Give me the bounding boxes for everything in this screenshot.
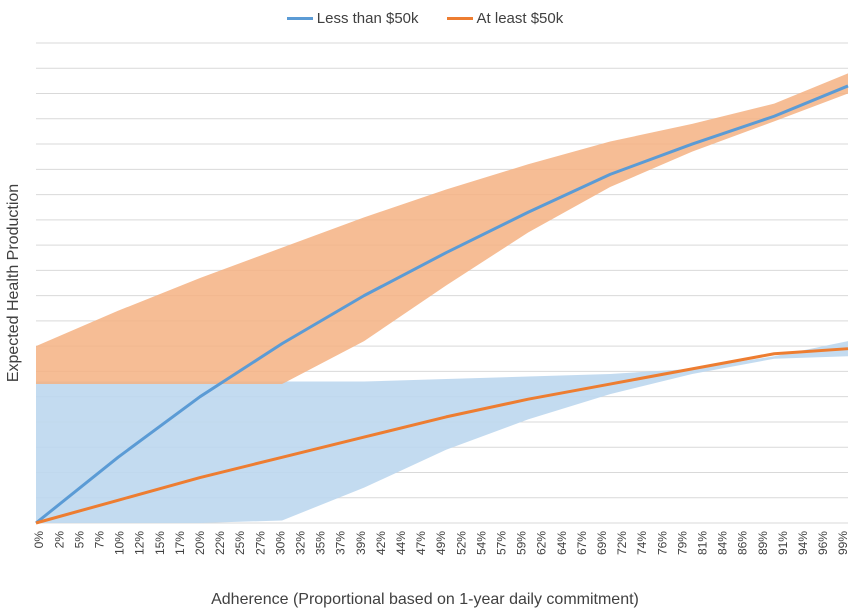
x-tick-label: 91% bbox=[776, 531, 790, 555]
x-tick-label: 12% bbox=[133, 531, 147, 555]
x-tick-label: 81% bbox=[695, 531, 709, 555]
legend-label-at-least-50k: At least $50k bbox=[476, 10, 564, 27]
x-tick-label: 52% bbox=[454, 531, 468, 555]
band-less-than-50k bbox=[36, 73, 848, 385]
y-axis-label: Expected Health Production bbox=[5, 183, 22, 383]
x-tick-label: 99% bbox=[836, 531, 850, 555]
x-tick-label: 7% bbox=[92, 531, 106, 549]
series-line-less-than-50k bbox=[35, 84, 849, 525]
x-axis-label: Adherence (Proportional based on 1-year … bbox=[211, 591, 639, 608]
x-tick-label: 22% bbox=[213, 531, 227, 555]
x-tick-label: 74% bbox=[635, 531, 649, 555]
x-tick-label: 62% bbox=[535, 531, 549, 555]
x-tick-label: 17% bbox=[173, 531, 187, 555]
series-line-at-least-50k bbox=[35, 347, 849, 525]
x-tick-label: 37% bbox=[334, 531, 348, 555]
series-lines bbox=[35, 84, 849, 525]
x-tick-label: 5% bbox=[72, 531, 86, 549]
legend-item-less-than-50k: Less than $50k bbox=[286, 10, 419, 27]
legend-swatch-at-least-50k bbox=[446, 17, 473, 20]
x-tick-label: 86% bbox=[736, 531, 750, 555]
legend: Less than $50k At least $50k bbox=[0, 10, 850, 27]
x-tick-label: 69% bbox=[595, 531, 609, 555]
x-tick-label: 57% bbox=[494, 531, 508, 555]
x-tick-label: 59% bbox=[515, 531, 529, 555]
x-tick-label: 10% bbox=[113, 531, 127, 555]
x-tick-label: 39% bbox=[354, 531, 368, 555]
x-tick-label: 35% bbox=[314, 531, 328, 555]
x-tick-label: 15% bbox=[153, 531, 167, 555]
legend-label-less-than-50k: Less than $50k bbox=[316, 10, 419, 27]
x-tick-label: 79% bbox=[675, 531, 689, 555]
x-tick-label: 0% bbox=[32, 531, 46, 549]
x-tick-label: 67% bbox=[575, 531, 589, 555]
x-tick-label: 76% bbox=[655, 531, 669, 555]
x-tick-label: 72% bbox=[615, 531, 629, 555]
x-tick-label: 49% bbox=[434, 531, 448, 555]
x-tick-label: 25% bbox=[233, 531, 247, 555]
legend-item-at-least-50k: At least $50k bbox=[446, 10, 564, 27]
bands bbox=[36, 73, 848, 523]
x-tick-label: 27% bbox=[253, 531, 267, 555]
x-tick-label: 96% bbox=[816, 531, 830, 555]
x-tick-label: 42% bbox=[374, 531, 388, 555]
x-tick-label: 2% bbox=[52, 531, 66, 549]
x-tick-label: 64% bbox=[555, 531, 569, 555]
x-tick-label: 32% bbox=[293, 531, 307, 555]
x-tick-label: 30% bbox=[273, 531, 287, 555]
x-tick-label: 89% bbox=[756, 531, 770, 555]
x-tick-labels: 0% 2% 5% 7% 10% 12% 15% 17% 20% 22% 25% 27% 30% 32% 35… bbox=[32, 531, 850, 555]
band-at-least-50k bbox=[36, 341, 848, 523]
x-tick-label: 54% bbox=[474, 531, 488, 555]
x-tick-label: 84% bbox=[716, 531, 730, 555]
x-tick-label: 94% bbox=[796, 531, 810, 555]
x-tick-label: 20% bbox=[193, 531, 207, 555]
legend-swatch-less-than-50k bbox=[286, 17, 313, 20]
x-tick-label: 44% bbox=[394, 531, 408, 555]
x-tick-label: 47% bbox=[414, 531, 428, 555]
